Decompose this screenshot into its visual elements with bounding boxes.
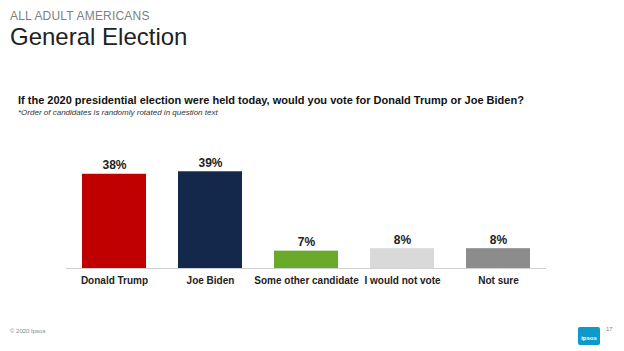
- html-text:*Order of candidates is random: *Order of candidates is randomly rotated…: [18, 108, 218, 117]
- html-text:If the 2020 presidential elect: If the 2020 presidential election were h…: [18, 94, 524, 106]
- svg-text:39%: 39%: [198, 156, 222, 170]
- html-text:ipsos: ipsos: [581, 335, 597, 341]
- svg-text:Joe Biden: Joe Biden: [187, 275, 235, 286]
- html-text:General Election: General Election: [10, 23, 188, 50]
- svg-text:8%: 8%: [394, 233, 412, 247]
- svg-text:8%: 8%: [490, 233, 508, 247]
- html-text:© 2020 Ipsos: © 2020 Ipsos: [10, 328, 46, 334]
- svg-text:38%: 38%: [102, 158, 126, 172]
- svg-text:7%: 7%: [298, 235, 316, 249]
- html-text:ALL ADULT AMERICANS: ALL ADULT AMERICANS: [10, 9, 150, 23]
- html-text:17: 17: [606, 326, 613, 332]
- svg-text:I would not vote: I would not vote: [364, 275, 441, 286]
- svg-text:Not sure: Not sure: [478, 275, 519, 286]
- svg-text:Some other candidate: Some other candidate: [254, 275, 359, 286]
- svg-text:Donald Trump: Donald Trump: [81, 275, 148, 286]
